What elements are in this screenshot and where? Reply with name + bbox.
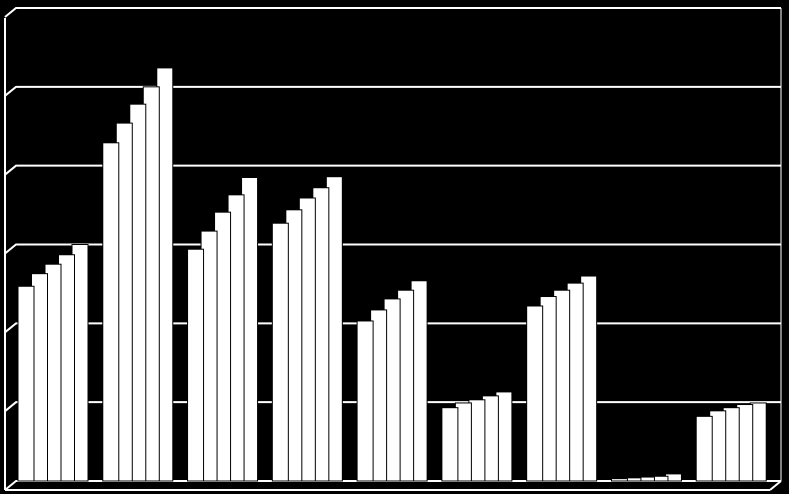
bar <box>526 305 544 482</box>
grid-line <box>4 85 781 97</box>
grid-line <box>4 243 781 255</box>
bar <box>441 407 459 482</box>
bar <box>271 222 289 482</box>
bar <box>356 320 374 482</box>
bar <box>695 415 713 482</box>
bar <box>17 285 35 482</box>
grid-line <box>4 322 781 334</box>
bar <box>102 142 120 482</box>
grid-line <box>4 164 781 176</box>
bar <box>187 248 205 482</box>
grid-line <box>4 401 781 412</box>
grid-line <box>4 7 781 18</box>
floor-edge <box>769 480 782 491</box>
bar <box>610 478 628 482</box>
grid-line <box>4 480 781 491</box>
